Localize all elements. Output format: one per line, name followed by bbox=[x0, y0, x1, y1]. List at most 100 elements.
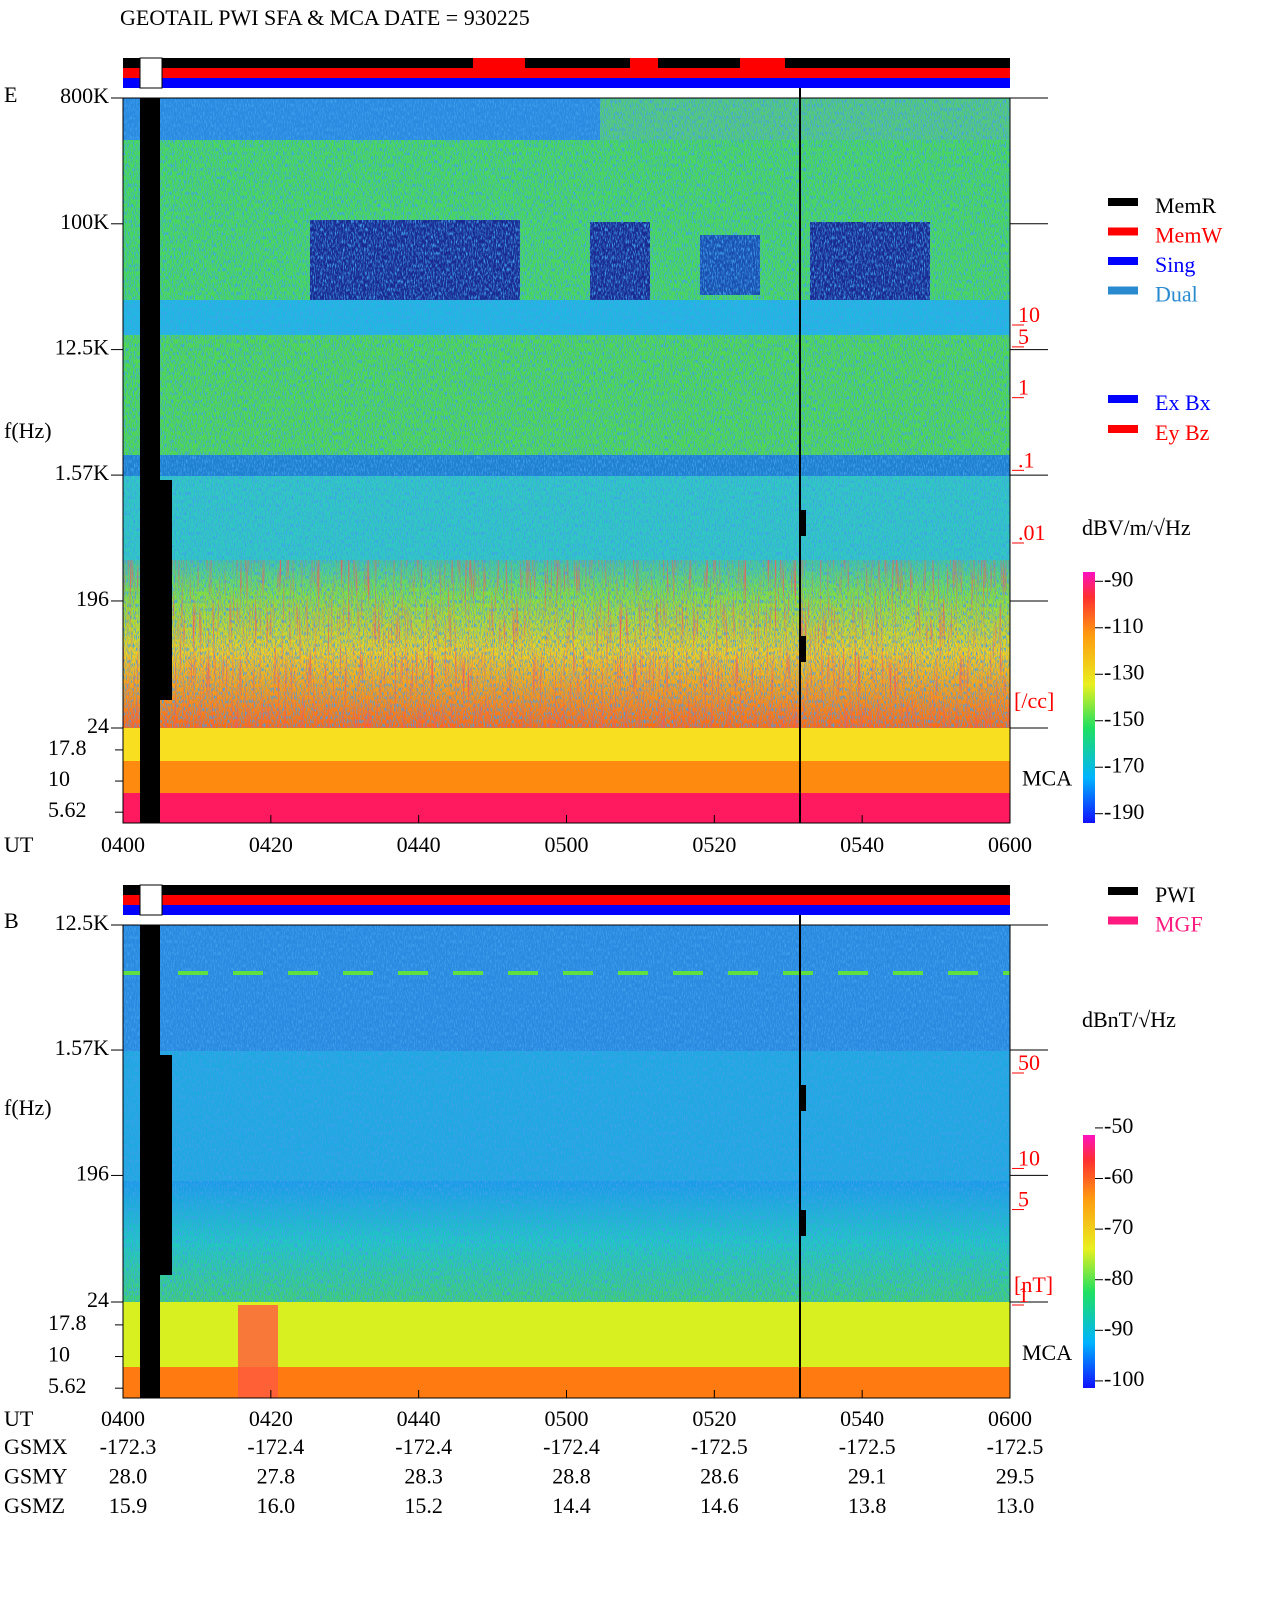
y-tick-label: 800K bbox=[60, 83, 109, 108]
y-tick-label: 100K bbox=[60, 209, 109, 234]
mca-tick-label: 17.8 bbox=[48, 1310, 87, 1335]
y-axis-label: f(Hz) bbox=[4, 1095, 52, 1120]
x-tick-label: 0440 bbox=[397, 1406, 441, 1431]
y2-tick-label: 50 bbox=[1018, 1050, 1040, 1075]
x-tick-label: 0600 bbox=[988, 832, 1032, 857]
ephemeris-value: -172.4 bbox=[543, 1434, 600, 1459]
y-tick-label: 196 bbox=[76, 1160, 109, 1185]
legend-label: Dual bbox=[1155, 282, 1198, 307]
x-tick-label: 0500 bbox=[545, 1406, 589, 1431]
ephemeris-name: GSMX bbox=[4, 1434, 68, 1459]
y2-axis-label: [nT] bbox=[1014, 1272, 1053, 1297]
mca-tick-label: 5.62 bbox=[48, 1373, 87, 1398]
legend-swatch bbox=[1108, 227, 1138, 236]
x-tick-label: 0600 bbox=[988, 1406, 1032, 1431]
ephemeris-value: 15.2 bbox=[404, 1493, 443, 1518]
ephemeris-value: 28.6 bbox=[700, 1464, 739, 1489]
y-tick-label: 1.57K bbox=[55, 1035, 110, 1060]
x-tick-label: 0540 bbox=[840, 1406, 884, 1431]
ephemeris-value: -172.5 bbox=[839, 1434, 896, 1459]
ephemeris-value: 29.5 bbox=[996, 1464, 1035, 1489]
x-tick-label: 0520 bbox=[692, 1406, 736, 1431]
colorbar-tick-label: -50 bbox=[1104, 1113, 1133, 1138]
y2-tick-label: .01 bbox=[1018, 520, 1046, 545]
x-tick-label: 0520 bbox=[692, 832, 736, 857]
y2-axis-label: [/cc] bbox=[1014, 688, 1054, 713]
ephemeris-value: -172.5 bbox=[691, 1434, 748, 1459]
x-tick-label: 0420 bbox=[249, 1406, 293, 1431]
x-tick-label: 0540 bbox=[840, 832, 884, 857]
y2-tick-label: 5 bbox=[1018, 324, 1029, 349]
ephemeris-value: 28.3 bbox=[404, 1464, 443, 1489]
colorbar-tick-label: -130 bbox=[1104, 659, 1144, 684]
y2-tick-label: 5 bbox=[1018, 1187, 1029, 1212]
spectrogram-b bbox=[123, 884, 1095, 1398]
ephemeris-value: 27.8 bbox=[257, 1464, 296, 1489]
x-tick-label: 0420 bbox=[249, 832, 293, 857]
panel-letter: E bbox=[4, 82, 17, 107]
mca-label: MCA bbox=[1022, 1340, 1072, 1365]
ephemeris-value: -172.4 bbox=[395, 1434, 452, 1459]
y2-tick-label: 1 bbox=[1018, 1282, 1029, 1307]
ephemeris-value: -172.5 bbox=[987, 1434, 1044, 1459]
legend-label: Ex Bx bbox=[1155, 390, 1211, 415]
x-tick-label: 0500 bbox=[545, 832, 589, 857]
mca-tick-label: 17.8 bbox=[48, 735, 87, 760]
y-axis-label: f(Hz) bbox=[4, 418, 52, 443]
x-axis-label: UT bbox=[4, 1406, 34, 1431]
y2-tick-label: 10 bbox=[1018, 302, 1040, 327]
legend-label: Ey Bz bbox=[1155, 420, 1210, 445]
ephemeris-name: GSMY bbox=[4, 1464, 68, 1489]
mca-tick-label: 5.62 bbox=[48, 797, 87, 822]
legend-swatch bbox=[1108, 425, 1138, 433]
colorbar-tick-label: -100 bbox=[1104, 1366, 1144, 1391]
colorbar-tick-label: -80 bbox=[1104, 1265, 1133, 1290]
ephemeris-value: 14.6 bbox=[700, 1493, 739, 1518]
mca-label: MCA bbox=[1022, 766, 1072, 791]
ephemeris-value: -172.4 bbox=[247, 1434, 304, 1459]
ephemeris-value: -172.3 bbox=[100, 1434, 157, 1459]
colorbar-tick-label: -190 bbox=[1104, 799, 1144, 824]
y-tick-label: 24 bbox=[87, 713, 109, 738]
colorbar-label: dBV/m/√Hz bbox=[1082, 515, 1191, 540]
legend-swatch bbox=[1108, 286, 1138, 295]
title: GEOTAIL PWI SFA & MCA DATE = 930225 bbox=[120, 5, 530, 30]
spectrogram-e bbox=[123, 57, 1095, 823]
x-tick-label: 0400 bbox=[101, 1406, 145, 1431]
ephemeris-value: 13.8 bbox=[848, 1493, 887, 1518]
y2-tick-label: 10 bbox=[1018, 1145, 1040, 1170]
y-tick-label: 12.5K bbox=[55, 910, 110, 935]
colorbar-tick-label: -110 bbox=[1104, 613, 1144, 638]
legend-label: MemW bbox=[1155, 223, 1222, 248]
legend-label: MGF bbox=[1155, 912, 1203, 937]
panel-letter: B bbox=[4, 908, 19, 933]
colorbar-tick-label: -150 bbox=[1104, 706, 1144, 731]
y2-tick-label: 1 bbox=[1018, 375, 1029, 400]
y2-tick-label: .1 bbox=[1018, 447, 1035, 472]
mca-tick-label: 10 bbox=[48, 1342, 70, 1367]
legend-label: Sing bbox=[1155, 252, 1195, 277]
ephemeris-value: 16.0 bbox=[257, 1493, 296, 1518]
legend-swatch bbox=[1108, 395, 1138, 403]
mca-tick-label: 10 bbox=[48, 766, 70, 791]
ephemeris-value: 29.1 bbox=[848, 1464, 887, 1489]
legend-label: PWI bbox=[1155, 882, 1195, 907]
x-tick-label: 0400 bbox=[101, 832, 145, 857]
y-tick-label: 196 bbox=[76, 586, 109, 611]
legend-swatch bbox=[1108, 257, 1138, 265]
ephemeris-name: GSMZ bbox=[4, 1493, 65, 1518]
y-tick-label: 24 bbox=[87, 1287, 109, 1312]
y-tick-label: 1.57K bbox=[55, 460, 110, 485]
ephemeris-value: 13.0 bbox=[996, 1493, 1035, 1518]
x-tick-label: 0440 bbox=[397, 832, 441, 857]
colorbar-tick-label: -90 bbox=[1104, 1315, 1133, 1340]
colorbar-tick-label: -60 bbox=[1104, 1164, 1133, 1189]
ephemeris-value: 15.9 bbox=[109, 1493, 148, 1518]
legend-swatch bbox=[1108, 887, 1138, 895]
colorbar-label: dBnT/√Hz bbox=[1082, 1007, 1176, 1032]
ephemeris-value: 14.4 bbox=[552, 1493, 591, 1518]
ephemeris-value: 28.8 bbox=[552, 1464, 591, 1489]
ephemeris-value: 28.0 bbox=[109, 1464, 148, 1489]
legend-label: MemR bbox=[1155, 193, 1216, 218]
